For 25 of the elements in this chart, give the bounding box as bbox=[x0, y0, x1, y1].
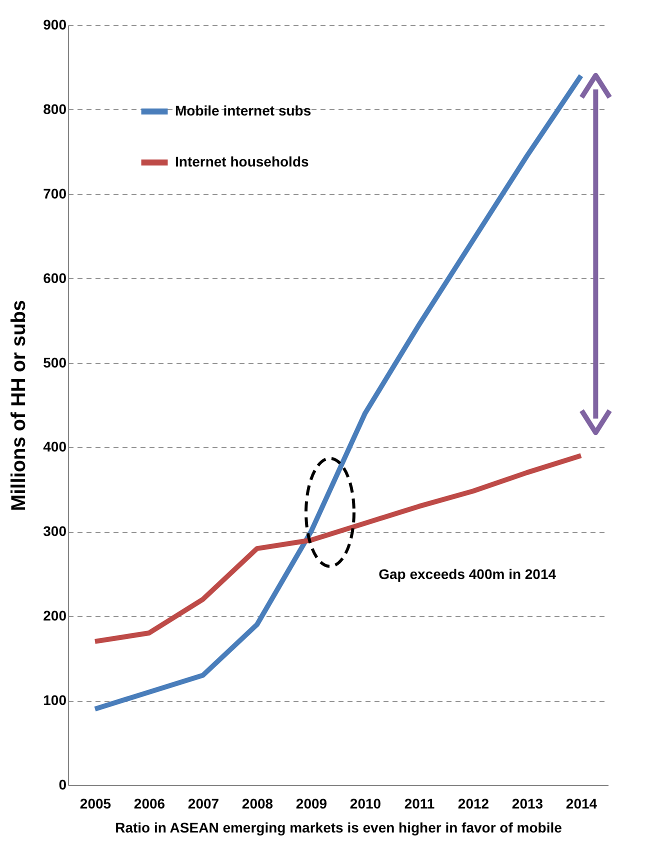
x-tick-label: 2013 bbox=[512, 796, 544, 812]
x-axis-title: Ratio in ASEAN emerging markets is even higher in favor of mobile bbox=[115, 820, 562, 836]
y-tick-label: 200 bbox=[43, 608, 67, 624]
x-tick-label: 2010 bbox=[350, 796, 382, 812]
y-tick-label: 0 bbox=[58, 776, 67, 792]
x-tick-label: 2014 bbox=[566, 796, 598, 812]
y-tick-label: 700 bbox=[43, 185, 67, 202]
x-tick-label: 2008 bbox=[242, 796, 274, 812]
y-tick-label: 500 bbox=[43, 354, 67, 370]
x-tick-label: 2011 bbox=[404, 796, 435, 812]
y-tick-label: 300 bbox=[43, 523, 67, 540]
y-tick-label: 900 bbox=[43, 16, 67, 32]
y-tick-label: 800 bbox=[43, 100, 67, 117]
x-tick-label: 2009 bbox=[296, 796, 328, 812]
legend-label: Internet households bbox=[175, 154, 309, 170]
x-tick-label: 2005 bbox=[80, 796, 112, 812]
legend-label: Mobile internet subs bbox=[175, 102, 312, 118]
x-tick-label: 2007 bbox=[188, 796, 220, 812]
y-tick-label: 400 bbox=[43, 438, 67, 455]
x-tick-label: 2006 bbox=[134, 796, 166, 812]
y-tick-label: 600 bbox=[43, 270, 67, 286]
y-axis-title: Millions of HH or subs bbox=[8, 300, 30, 512]
x-tick-label: 2012 bbox=[458, 796, 490, 812]
y-tick-label: 100 bbox=[43, 692, 67, 708]
annotation: Gap exceeds 400m in 2014 bbox=[378, 566, 556, 582]
